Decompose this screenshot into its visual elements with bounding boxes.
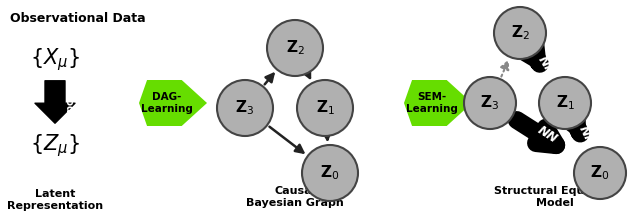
Text: $\mathbf{Z}_3$: $\mathbf{Z}_3$ [481, 94, 500, 112]
Circle shape [267, 20, 323, 76]
Text: $\{Z_\mu\}$: $\{Z_\mu\}$ [30, 133, 80, 159]
Text: $\mathbf{Z}_2$: $\mathbf{Z}_2$ [511, 24, 529, 42]
Text: NN: NN [575, 124, 596, 148]
Text: SEM-
Learning: SEM- Learning [406, 92, 458, 114]
Text: NN: NN [534, 53, 557, 78]
Circle shape [574, 147, 626, 199]
Text: Observational Data: Observational Data [10, 12, 146, 25]
Circle shape [494, 7, 546, 59]
Text: $\{X_\mu\}$: $\{X_\mu\}$ [30, 47, 80, 73]
Polygon shape [139, 80, 207, 126]
Text: Encoder: Encoder [63, 80, 73, 124]
Text: Latent
Representation: Latent Representation [7, 189, 103, 211]
Text: Structural Equation
Model: Structural Equation Model [494, 186, 616, 208]
Circle shape [302, 145, 358, 201]
Text: $\mathbf{Z}_2$: $\mathbf{Z}_2$ [285, 39, 305, 57]
Text: DAG-
Learning: DAG- Learning [141, 92, 193, 114]
Text: $\mathbf{Z}_1$: $\mathbf{Z}_1$ [556, 94, 575, 112]
Text: $\mathbf{Z}_0$: $\mathbf{Z}_0$ [321, 164, 340, 182]
Circle shape [297, 80, 353, 136]
Text: Causal
Bayesian Graph: Causal Bayesian Graph [246, 186, 344, 208]
Circle shape [539, 77, 591, 129]
Text: $\mathbf{Z}_1$: $\mathbf{Z}_1$ [316, 99, 335, 117]
Text: $\mathbf{Z}_3$: $\mathbf{Z}_3$ [236, 99, 255, 117]
Text: NN: NN [535, 124, 559, 146]
Circle shape [217, 80, 273, 136]
Polygon shape [404, 80, 472, 126]
Text: $\mathbf{Z}_0$: $\mathbf{Z}_0$ [590, 164, 610, 182]
Circle shape [464, 77, 516, 129]
